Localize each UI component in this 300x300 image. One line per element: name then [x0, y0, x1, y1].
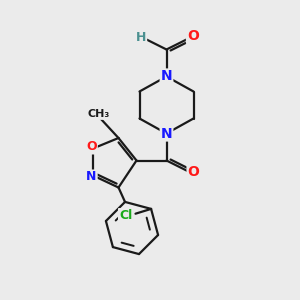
Text: N: N — [161, 127, 172, 140]
Text: CH₃: CH₃ — [88, 109, 110, 119]
Text: O: O — [187, 29, 199, 43]
Text: Cl: Cl — [119, 209, 132, 222]
Text: H: H — [136, 31, 146, 44]
Text: O: O — [86, 140, 97, 154]
Text: N: N — [86, 170, 97, 184]
Text: N: N — [161, 70, 172, 83]
Text: O: O — [188, 166, 200, 179]
